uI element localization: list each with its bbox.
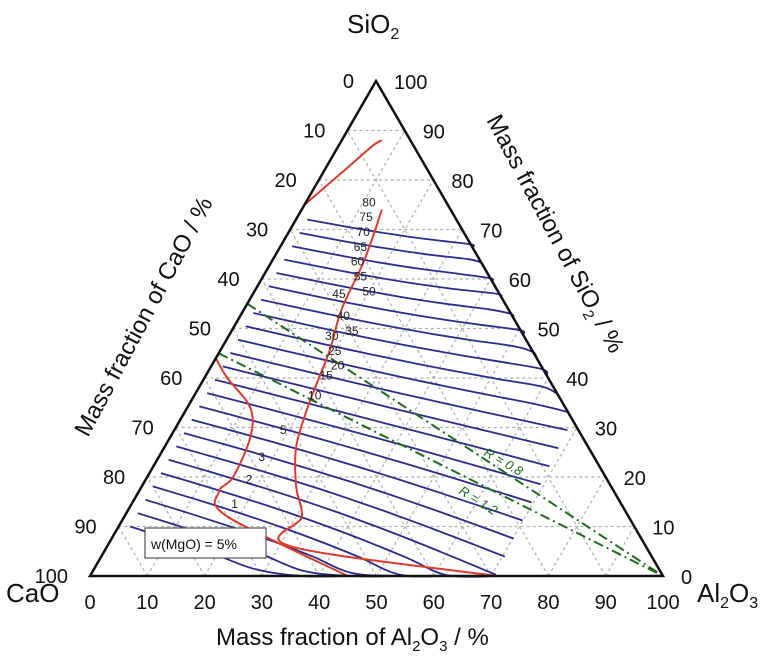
isoline — [260, 298, 538, 359]
isoline — [206, 392, 541, 486]
isoline — [237, 338, 569, 413]
vertex-right-label: Al2O3 — [697, 578, 758, 612]
boundary-line — [277, 209, 497, 577]
left-tick-label: 100 — [35, 566, 68, 588]
grid-line — [118, 526, 148, 577]
left-axis-title: Mass fraction of CaO / % — [69, 193, 218, 441]
isoline-label: 65 — [354, 240, 368, 254]
right-tick-label: 70 — [480, 221, 502, 243]
right-tick-label: 90 — [423, 122, 445, 144]
grid-line — [605, 526, 635, 577]
left-tick-label: 30 — [246, 220, 268, 242]
triangle-frame — [87, 78, 666, 578]
isoline-label: 25 — [328, 344, 342, 358]
left-tick-label: 20 — [275, 170, 297, 192]
isoline — [307, 218, 475, 251]
right-tick-label: 20 — [624, 468, 646, 490]
isoline-label: 1 — [231, 497, 238, 511]
left-tick-label: 90 — [74, 517, 96, 539]
isoline-label: 30 — [325, 329, 339, 343]
left-tick-label: 0 — [343, 71, 354, 93]
isoline-label: 10 — [308, 388, 322, 402]
isoline-label: 75 — [359, 210, 373, 224]
boundary-line — [303, 139, 383, 206]
isoline — [222, 365, 559, 450]
grid-line — [203, 377, 320, 577]
isoline-label: 80 — [362, 195, 376, 209]
ratio-lines — [218, 302, 664, 577]
right-tick-label: 60 — [509, 270, 531, 292]
isoline — [299, 232, 485, 268]
bottom-tick-label: 0 — [84, 592, 95, 614]
isoline — [230, 352, 568, 431]
isoline — [160, 472, 497, 578]
bottom-tick-label: 100 — [646, 592, 679, 614]
grid-line — [261, 229, 463, 577]
grid-line — [346, 130, 607, 577]
bottom-tick-label: 80 — [537, 592, 559, 614]
bottom-axis-title: Mass fraction of Al2O3 / % — [216, 624, 489, 655]
isoline-label: 40 — [337, 309, 351, 323]
isoline — [268, 285, 527, 341]
right-ticks: 0 10 20 30 40 50 60 70 80 90 100 — [394, 72, 692, 589]
legend-text: w(MgO) = 5% — [150, 536, 237, 552]
isoline — [214, 378, 550, 468]
right-tick-label: 80 — [451, 171, 473, 193]
bottom-tick-label: 30 — [251, 592, 273, 614]
right-tick-label: 100 — [394, 72, 427, 94]
isoline-label: 55 — [354, 270, 368, 284]
grid-line — [146, 476, 206, 577]
right-tick-label: 30 — [595, 419, 617, 441]
vertex-top-label: SiO2 — [347, 9, 399, 43]
legend-box — [144, 527, 267, 559]
vertex-left-label: CaO — [6, 578, 59, 608]
ratio-line — [218, 352, 664, 577]
isoline-label: 70 — [357, 225, 371, 239]
bottom-tick-label: 20 — [193, 592, 215, 614]
right-tick-label: 10 — [652, 518, 674, 540]
left-tick-label: 10 — [303, 121, 325, 143]
isoline-label: 50 — [362, 284, 376, 298]
isoline — [176, 445, 506, 558]
bottom-tick-label: 70 — [480, 592, 502, 614]
isoline-label: 20 — [331, 359, 345, 373]
right-tick-label: 0 — [681, 567, 692, 589]
bottom-tick-label: 40 — [308, 592, 330, 614]
grid-line — [146, 130, 406, 577]
grid-line — [547, 476, 607, 577]
bottom-tick-label: 50 — [365, 592, 387, 614]
bottom-tick-label: 10 — [136, 592, 158, 614]
left-tick-label: 50 — [189, 319, 211, 341]
bottom-tick-label: 60 — [423, 592, 445, 614]
isoline-label: 45 — [332, 287, 346, 301]
grid-line — [175, 427, 263, 577]
isoline — [253, 312, 549, 377]
boundary-line — [213, 357, 349, 577]
left-tick-label: 60 — [160, 368, 182, 390]
isoline-label: 15 — [319, 369, 333, 383]
isoline — [191, 418, 523, 522]
right-tick-label: 50 — [538, 320, 560, 342]
bottom-ticks: 0 10 20 30 40 50 60 70 80 90 100 — [84, 592, 679, 614]
grid-line — [433, 377, 549, 577]
left-tick-label: 80 — [103, 467, 125, 489]
isoline — [168, 458, 497, 576]
grid-line — [490, 427, 578, 577]
left-tick-label: 40 — [217, 269, 239, 291]
isoline-label: 35 — [345, 324, 359, 338]
isoline-label: 5 — [280, 423, 287, 437]
isoline-label: 2 — [246, 472, 253, 486]
isoline-label: 60 — [351, 255, 365, 269]
left-tick-label: 70 — [132, 418, 154, 440]
ratio-line — [246, 302, 664, 577]
isoline-label: 3 — [258, 450, 265, 464]
bottom-tick-label: 90 — [595, 592, 617, 614]
boundary-lines — [213, 139, 497, 577]
isoline — [183, 432, 515, 540]
right-tick-label: 40 — [566, 369, 588, 391]
